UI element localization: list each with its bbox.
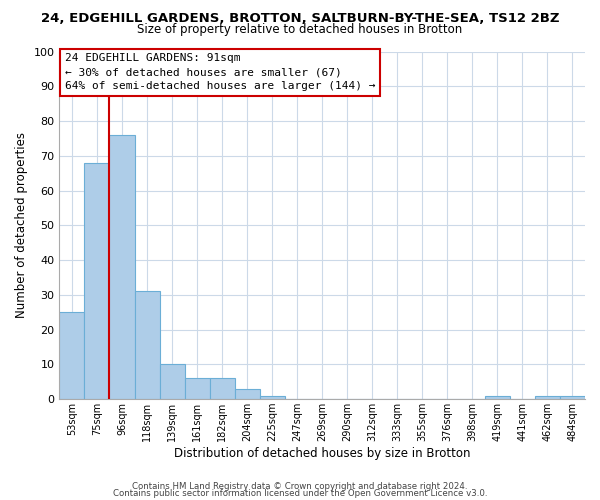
Y-axis label: Number of detached properties: Number of detached properties xyxy=(15,132,28,318)
Bar xyxy=(260,396,284,399)
X-axis label: Distribution of detached houses by size in Brotton: Distribution of detached houses by size … xyxy=(174,447,470,460)
Text: Size of property relative to detached houses in Brotton: Size of property relative to detached ho… xyxy=(137,22,463,36)
Bar xyxy=(485,396,510,399)
Text: 24, EDGEHILL GARDENS, BROTTON, SALTBURN-BY-THE-SEA, TS12 2BZ: 24, EDGEHILL GARDENS, BROTTON, SALTBURN-… xyxy=(41,12,559,26)
Bar xyxy=(235,388,260,399)
Text: Contains HM Land Registry data © Crown copyright and database right 2024.: Contains HM Land Registry data © Crown c… xyxy=(132,482,468,491)
Bar xyxy=(185,378,209,399)
Bar xyxy=(560,396,585,399)
Bar xyxy=(59,312,85,399)
Text: 24 EDGEHILL GARDENS: 91sqm
← 30% of detached houses are smaller (67)
64% of semi: 24 EDGEHILL GARDENS: 91sqm ← 30% of deta… xyxy=(65,53,375,91)
Bar xyxy=(209,378,235,399)
Text: Contains public sector information licensed under the Open Government Licence v3: Contains public sector information licen… xyxy=(113,489,487,498)
Bar xyxy=(134,292,160,399)
Bar xyxy=(85,163,109,399)
Bar xyxy=(160,364,185,399)
Bar xyxy=(109,135,134,399)
Bar xyxy=(535,396,560,399)
